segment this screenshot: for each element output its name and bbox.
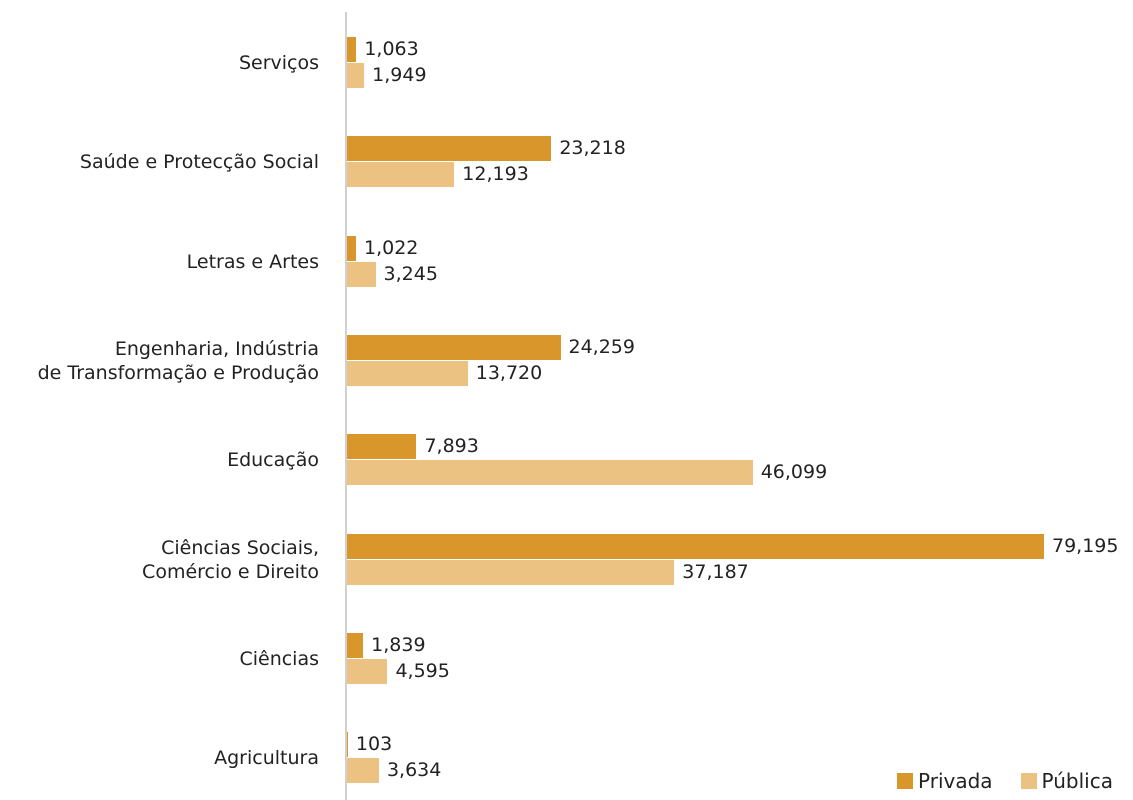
value-label: 1,839	[371, 633, 426, 656]
value-label: 13,720	[475, 361, 543, 384]
value-label: 1,949	[372, 64, 427, 86]
value-label: 79,195	[1052, 534, 1119, 557]
bar	[347, 658, 388, 684]
bar	[347, 37, 357, 62]
bar	[347, 235, 356, 261]
bar	[347, 136, 552, 162]
category-label: Engenharia, Indústria de Transformação e…	[37, 337, 319, 384]
category-label: Serviços	[238, 52, 319, 74]
value-label: 3,245	[383, 262, 438, 285]
bar	[347, 559, 675, 585]
legend-item: Privada	[897, 770, 993, 792]
legend-swatch	[1020, 773, 1037, 789]
category-label: Letras e Artes	[186, 250, 319, 273]
legend: Privada Pública	[897, 770, 1113, 792]
value-label: 24,259	[568, 335, 635, 358]
value-label: 7,893	[424, 435, 479, 458]
category-label: Saúde e Protecção Social	[79, 151, 319, 174]
value-label: 103	[355, 733, 393, 756]
value-label: 12,193	[462, 163, 529, 186]
bar	[347, 261, 376, 287]
category-label: Ciências	[239, 647, 319, 670]
bar	[347, 533, 1044, 559]
value-label: 1,063	[364, 38, 419, 60]
legend-swatch	[897, 773, 914, 789]
legend-label: Pública	[1041, 769, 1113, 793]
category-label: Agricultura	[214, 747, 319, 770]
value-label: 1,022	[363, 236, 419, 259]
legend-label: Privada	[918, 769, 993, 793]
bar	[347, 360, 468, 386]
bar	[347, 632, 364, 658]
axis-line	[345, 12, 347, 800]
value-label: 46,099	[760, 461, 828, 484]
value-label: 4,595	[395, 659, 450, 682]
category-label: Educação	[227, 449, 319, 472]
value-label: 23,218	[559, 137, 626, 160]
bar	[347, 732, 348, 758]
bar	[347, 63, 365, 88]
bar	[347, 434, 417, 460]
bar	[347, 334, 561, 360]
legend-item: Pública	[1020, 769, 1113, 793]
category-label: Ciências Sociais, Comércio e Direito	[142, 536, 319, 583]
bar	[347, 460, 753, 486]
bar	[347, 758, 379, 784]
bar	[347, 162, 455, 188]
value-label: 37,187	[682, 560, 749, 583]
value-label: 3,634	[386, 759, 442, 782]
